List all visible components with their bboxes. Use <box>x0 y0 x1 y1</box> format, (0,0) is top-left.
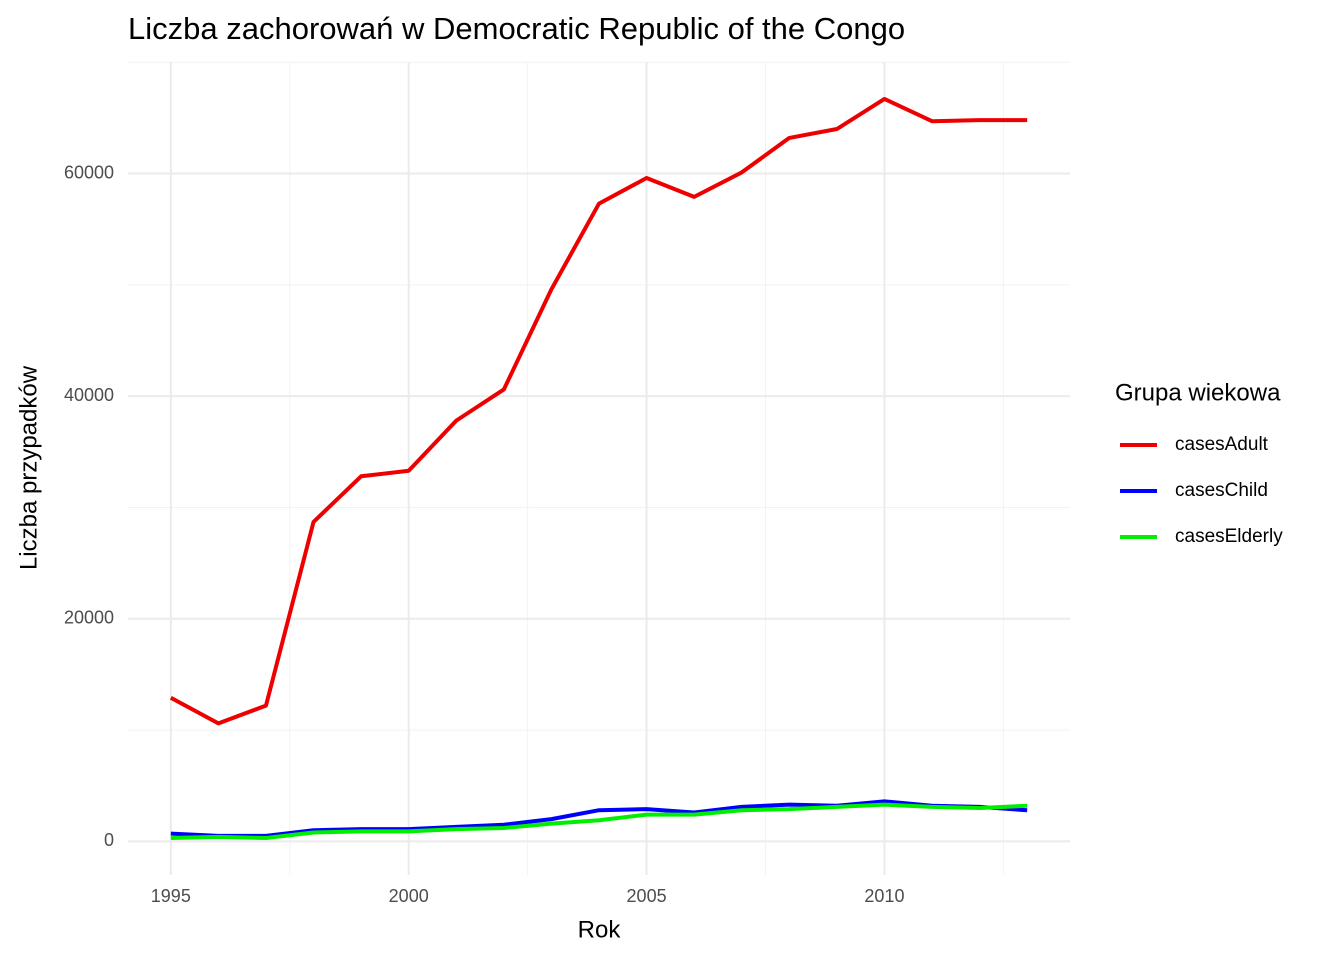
x-tick-label: 2005 <box>627 886 667 906</box>
x-tick-label: 2000 <box>389 886 429 906</box>
legend-title: Grupa wiekowa <box>1115 379 1281 406</box>
legend-label: casesChild <box>1175 480 1268 501</box>
x-axis-label: Rok <box>578 916 622 943</box>
data-line <box>169 96 1028 726</box>
y-tick-label: 60000 <box>64 162 114 182</box>
y-tick-label: 0 <box>104 830 114 850</box>
data-line <box>170 802 1028 841</box>
legend-label: casesElderly <box>1175 526 1283 547</box>
y-tick-label: 40000 <box>64 385 114 405</box>
y-tick-label: 20000 <box>64 608 114 628</box>
legend-label: casesAdult <box>1175 434 1269 455</box>
y-axis-label: Liczba przypadków <box>15 365 42 570</box>
x-tick-label: 1995 <box>151 886 191 906</box>
data-line <box>170 799 1028 838</box>
x-tick-label: 2010 <box>864 886 904 906</box>
chart-title: Liczba zachorowań w Democratic Republic … <box>128 11 905 46</box>
